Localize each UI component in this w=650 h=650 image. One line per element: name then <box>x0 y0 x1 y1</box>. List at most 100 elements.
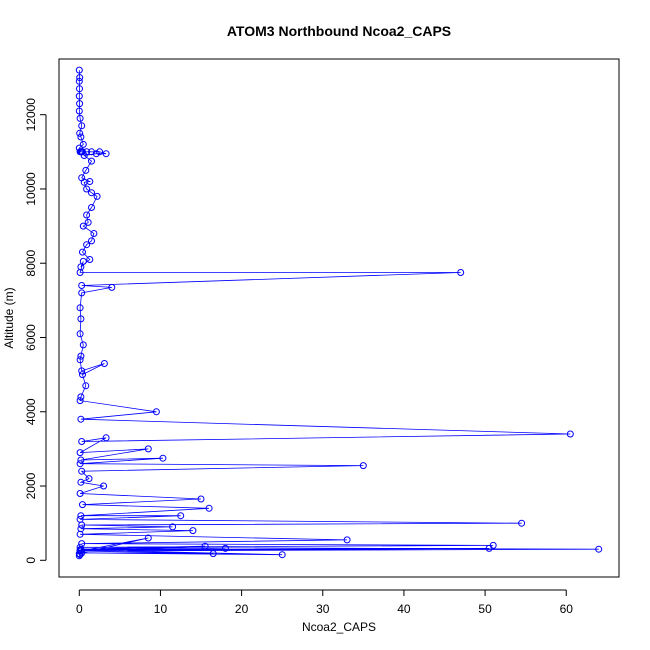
data-point <box>76 100 84 108</box>
series-layer <box>75 66 603 560</box>
data-point <box>76 490 84 497</box>
data-point <box>189 527 197 535</box>
data-point <box>144 534 152 542</box>
data-point <box>343 536 351 544</box>
data-point <box>566 430 574 438</box>
x-axis-label: Ncoa2_CAPS <box>302 620 376 634</box>
data-point <box>83 185 91 193</box>
data-point <box>75 550 83 558</box>
x-tick-label: 10 <box>154 602 168 616</box>
data-point <box>485 544 493 552</box>
data-point <box>79 501 86 509</box>
data-point <box>75 92 83 100</box>
data-point <box>197 495 205 503</box>
data-point <box>76 449 84 457</box>
data-point <box>83 148 91 156</box>
data-point <box>90 230 98 237</box>
x-tick-label: 60 <box>560 602 574 616</box>
data-point <box>76 330 84 338</box>
data-point <box>77 415 85 423</box>
data-point <box>457 269 465 276</box>
data-point <box>80 152 88 159</box>
data-point <box>76 460 84 468</box>
data-point <box>79 341 87 349</box>
y-axis: 0 2000 4000 6000 8000 10000 12000 <box>24 98 47 564</box>
data-point <box>152 408 160 416</box>
x-tick-label: 0 <box>76 602 83 616</box>
data-point <box>78 438 86 445</box>
y-tick-label: 0 <box>24 557 38 564</box>
data-point <box>75 66 83 74</box>
data-point <box>76 269 84 276</box>
data-point <box>85 475 93 483</box>
data-point <box>78 122 86 130</box>
data-point <box>76 129 84 137</box>
data-point <box>77 133 85 141</box>
plot-frame <box>58 58 620 578</box>
y-tick-label: 4000 <box>24 398 38 425</box>
y-tick-label: 8000 <box>24 250 38 277</box>
data-point <box>78 289 86 297</box>
y-tick-label: 2000 <box>24 472 38 499</box>
x-tick-label: 30 <box>316 602 330 616</box>
data-point <box>86 256 94 263</box>
data-point <box>76 551 84 559</box>
data-point <box>83 211 91 219</box>
data-point <box>518 519 526 527</box>
data-point <box>79 140 87 148</box>
data-point <box>75 77 83 85</box>
data-point <box>77 512 85 520</box>
y-axis-label: Altitude (m) <box>2 287 16 348</box>
data-point <box>88 189 95 197</box>
data-point <box>205 504 213 512</box>
data-point <box>83 241 91 249</box>
data-point <box>75 107 83 115</box>
data-point <box>102 434 110 442</box>
data-point <box>78 467 86 475</box>
data-point <box>79 371 86 379</box>
data-point <box>80 178 88 186</box>
data-point <box>88 157 95 165</box>
data-point <box>201 542 209 550</box>
data-point <box>169 523 177 531</box>
data-point <box>76 397 84 405</box>
data-point <box>77 478 85 486</box>
x-tick-label: 20 <box>235 602 249 616</box>
chart-title: ATOM3 Northbound Ncoa2_CAPS <box>227 23 451 39</box>
data-point <box>76 85 83 93</box>
data-point <box>77 456 85 464</box>
y-tick-label: 12000 <box>24 98 38 132</box>
data-point <box>159 454 167 462</box>
data-point <box>92 150 100 158</box>
data-point <box>100 482 108 490</box>
y-tick-label: 10000 <box>24 172 38 206</box>
data-point <box>76 530 84 538</box>
data-point <box>82 382 90 390</box>
data-point <box>177 512 185 520</box>
data-point <box>79 257 87 265</box>
data-point <box>76 356 84 364</box>
data-point <box>76 74 84 82</box>
data-point <box>144 445 152 453</box>
data-point <box>77 315 85 323</box>
data-point <box>221 544 229 552</box>
x-axis: 0 10 20 30 40 50 60 <box>76 589 574 616</box>
data-point <box>102 150 110 158</box>
data-point <box>79 222 87 230</box>
data-point <box>359 462 367 470</box>
data-point <box>77 393 85 401</box>
data-point <box>108 283 116 291</box>
data-point <box>278 551 286 559</box>
data-point <box>100 360 108 367</box>
data-point <box>93 192 101 200</box>
data-point <box>88 148 95 156</box>
data-point <box>77 352 85 360</box>
data-point <box>595 545 603 553</box>
data-point <box>79 248 86 256</box>
data-point <box>76 304 84 312</box>
data-point <box>78 521 86 529</box>
data-point <box>209 550 217 558</box>
data-point <box>78 282 86 289</box>
